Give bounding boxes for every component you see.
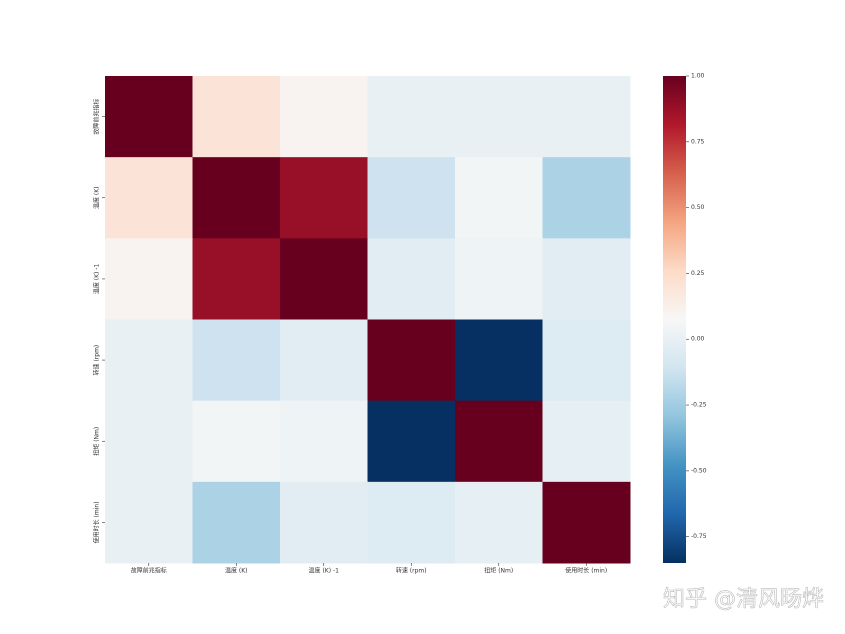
heatmap-cell (105, 157, 193, 239)
heatmap-cell (280, 481, 368, 564)
y-tick-label: 温度 (K) -1 (93, 264, 101, 295)
heatmap-cell (367, 481, 456, 564)
colorbar (663, 76, 686, 563)
heatmap-cell (105, 400, 193, 483)
heatmap-cell (367, 157, 456, 239)
heatmap-cell (280, 157, 368, 239)
heatmap-cell (192, 76, 281, 158)
y-tick-label: 使用时长 (min) (93, 501, 101, 543)
colorbar-tick-label: -0.50 (691, 467, 707, 474)
heatmap-cell (367, 238, 456, 320)
heatmap-cell (192, 238, 281, 320)
heatmap-cell (542, 76, 631, 158)
heatmap-cell (367, 319, 456, 402)
heatmap-cell (542, 157, 631, 239)
heatmap-cell (542, 238, 631, 320)
x-tick-label: 温度 (K) -1 (309, 567, 340, 575)
heatmap-cell (455, 400, 543, 483)
heatmap-cell (367, 76, 456, 158)
x-tick-label: 转速 (rpm) (396, 567, 427, 575)
y-tick-label: 故障前兆指标 (93, 99, 101, 135)
heatmap-cell (367, 400, 456, 483)
watermark: 知乎 @清风旸烨 (663, 587, 824, 612)
heatmap-cell (280, 400, 368, 483)
y-tick-label: 温度 (K) (93, 186, 101, 209)
heatmap-cell (542, 481, 631, 564)
colorbar-tick-label: 0.75 (691, 138, 705, 145)
heatmap-cell (542, 319, 631, 402)
heatmap-cell (455, 157, 543, 239)
x-tick-label: 温度 (K) (225, 567, 248, 575)
x-tick-label: 故障前兆指标 (131, 567, 167, 575)
heatmap-cell (105, 76, 193, 158)
colorbar-tick-label: 0.25 (691, 270, 705, 277)
colorbar-tick-label: -0.75 (691, 533, 707, 540)
heatmap-cell (455, 238, 543, 320)
heatmap-cell (192, 157, 281, 239)
heatmap-cell (192, 319, 281, 402)
heatmap-cell (455, 319, 543, 402)
colorbar-tick-label: 1.00 (691, 73, 705, 80)
heatmap-cell (455, 76, 543, 158)
x-tick-label: 扭矩 (Nm) (484, 567, 513, 575)
colorbar-tick-label: 0.00 (691, 336, 705, 343)
colorbar-tick-label: -0.25 (691, 402, 707, 409)
heatmap-cell (105, 238, 193, 320)
heatmap-cell (105, 481, 193, 564)
heatmap-cell (280, 238, 368, 320)
heatmap-cell (455, 481, 543, 564)
heatmap-cell (192, 481, 281, 564)
heatmap-cell (280, 319, 368, 402)
colorbar-tick-label: 0.50 (691, 204, 705, 211)
heatmap-cell (542, 400, 631, 483)
heatmap-cell (192, 400, 281, 483)
y-tick-label: 扭矩 (Nm) (93, 427, 101, 456)
heatmap-cell (280, 76, 368, 158)
x-tick-label: 使用时长 (min) (565, 567, 607, 575)
y-tick-label: 转速 (rpm) (93, 345, 101, 376)
heatmap-cell (105, 319, 193, 402)
